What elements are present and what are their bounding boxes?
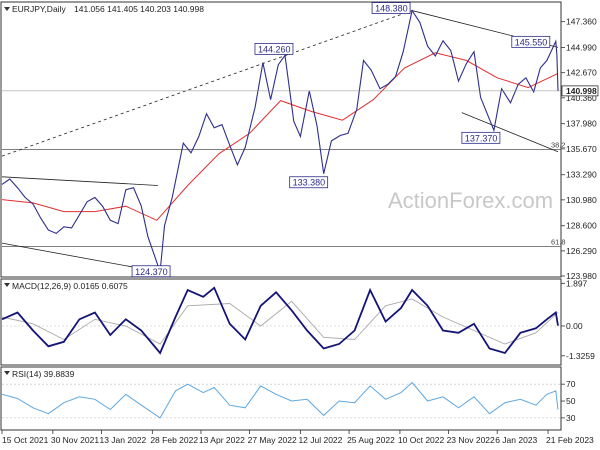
rsi-panel-header: RSI(14) 39.8839 [4,369,75,379]
y-tick-label: 144.990 [566,42,597,52]
last-price-box [561,85,599,97]
price-label-box [461,131,501,144]
fib-level-label: 61.8 [551,237,566,246]
x-tick-label: 30 Nov 2021 [51,435,99,445]
y-tick-label: 147.360 [566,17,597,27]
rsi-panel-lines [1,381,561,419]
rsi-label: RSI(14) 39.8839 [12,369,75,379]
dashed-trendline [1,10,413,157]
x-tick-label: 13 Apr 2022 [199,435,245,445]
price-panel-lines: 38.2 61.8 [1,9,566,275]
x-tick-label: 6 Jan 2023 [495,435,537,445]
price-line [1,9,559,272]
macd-panel-header: MACD(12,26,9) 0.0165 0.6075 [4,281,128,291]
trendline [1,176,158,186]
price-label-box [371,2,411,14]
y-tick-label: 50 [566,396,576,406]
y-tick-label: 0.00 [566,321,583,331]
price-label: 124.370 [135,267,168,277]
dropdown-triangle-icon [4,7,10,11]
moving-average-line [1,52,559,221]
watermark: ActionForex.com [388,188,553,213]
price-label-box [289,176,329,189]
dropdown-triangle-icon [4,371,10,375]
y-tick-label: 1.897 [566,278,588,288]
y-tick-label: 130.980 [566,195,597,205]
x-tick-label: 21 Feb 2023 [546,435,594,445]
macd-panel-frame [0,278,562,366]
price-label: 137.370 [465,133,498,143]
rsi-panel-frame [0,366,562,431]
y-tick-label: 142.670 [566,68,597,78]
last-price-label: 140.998 [566,86,597,96]
x-tick-label: 10 Oct 2022 [398,435,445,445]
dropdown-triangle-icon [4,283,10,287]
x-tick-label: 25 Aug 2022 [347,435,395,445]
y-tick-label: 137.980 [566,119,597,129]
x-tick-label: 23 Nov 2022 [447,435,495,445]
y-tick-label: 140.360 [566,93,597,103]
price-label-box [254,42,294,55]
trendline [461,112,559,153]
y-tick-label: 135.670 [566,144,597,154]
axes: 147.360 144.990 142.670 140.360 137.980 135.6… [1,17,599,445]
price-label-box [131,265,171,278]
x-tick-label: 27 May 2022 [248,435,297,445]
fib-level-label: 38.2 [551,141,566,150]
x-tick-label: 13 Jan 2022 [99,435,146,445]
price-label: 148.380 [375,4,408,14]
y-tick-label: -1.3259 [566,351,595,361]
price-label: 145.550 [515,37,548,47]
x-tick-label: 15 Oct 2021 [2,435,49,445]
price-panel-header: EURJPY,Daily 141.056 141.405 140.203 140… [4,4,204,14]
ohlc-values: 141.056 141.405 140.203 140.998 [74,4,204,14]
y-tick-label: 128.600 [566,221,597,231]
y-tick-label: 70 [566,379,576,389]
rsi-line [1,381,559,419]
macd-label: MACD(12,26,9) 0.0165 0.6075 [12,281,128,291]
y-tick-label: 133.290 [566,170,597,180]
macd-line [1,286,559,355]
x-tick-label: 28 Feb 2022 [150,435,198,445]
price-label-box [511,35,551,48]
price-label: 144.260 [258,44,291,54]
price-label: 133.380 [293,178,326,188]
macd-signal-line [1,298,559,345]
price-panel-frame [0,1,562,278]
y-tick-label: 30 [566,413,576,423]
annotations: 148.380 144.260 145.550 137.370 133.380 124.3… [131,2,551,278]
symbol-label: EURJPY,Daily [12,4,66,14]
y-tick-label: 123.980 [566,271,597,281]
x-tick-label: 12 Jul 2022 [298,435,342,445]
macd-panel-lines [1,286,561,355]
y-tick-label: 126.290 [566,246,597,256]
